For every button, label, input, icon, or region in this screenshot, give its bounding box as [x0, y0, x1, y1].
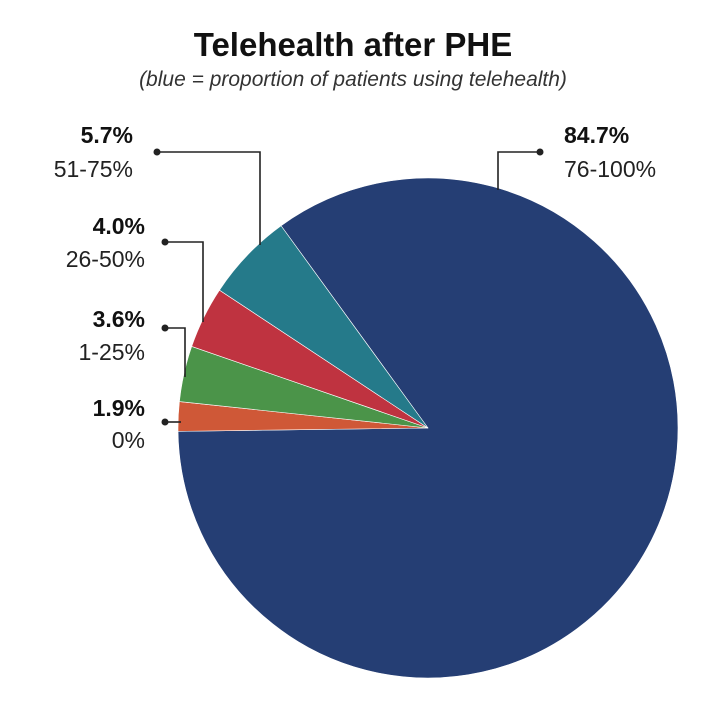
leader-line-26-50	[165, 241, 204, 322]
leader-line-1-25	[165, 327, 186, 377]
data-label-1-25-range: 1-25%	[79, 339, 145, 365]
data-label-26-50-value: 4.0%	[93, 213, 145, 239]
chart-title: Telehealth after PHE	[194, 26, 512, 63]
leader-dot-26-50	[161, 238, 169, 246]
data-label-51-75-value: 5.7%	[81, 122, 133, 148]
data-label-0-value: 1.9%	[93, 395, 145, 421]
data-label-1-25-value: 3.6%	[93, 306, 145, 332]
pie-slice-51-75	[219, 225, 429, 429]
leader-dot-76-100	[536, 148, 544, 156]
data-label-26-50-range: 26-50%	[66, 246, 145, 272]
leader-dot-1-25	[161, 324, 169, 332]
leader-line-76-100	[497, 151, 540, 190]
data-label-76-100-value: 84.7%	[564, 122, 629, 148]
data-label-0-range: 0%	[112, 427, 145, 453]
data-label-51-75-range: 51-75%	[54, 156, 133, 182]
leader-dot-51-75	[153, 148, 161, 156]
leader-line-51-75	[157, 151, 261, 245]
chart-subtitle: (blue = proportion of patients using tel…	[139, 68, 567, 91]
data-label-76-100-range: 76-100%	[564, 156, 656, 182]
leader-dot-0	[161, 418, 169, 426]
pie-slices	[177, 177, 679, 679]
leader-lines	[153, 148, 544, 426]
